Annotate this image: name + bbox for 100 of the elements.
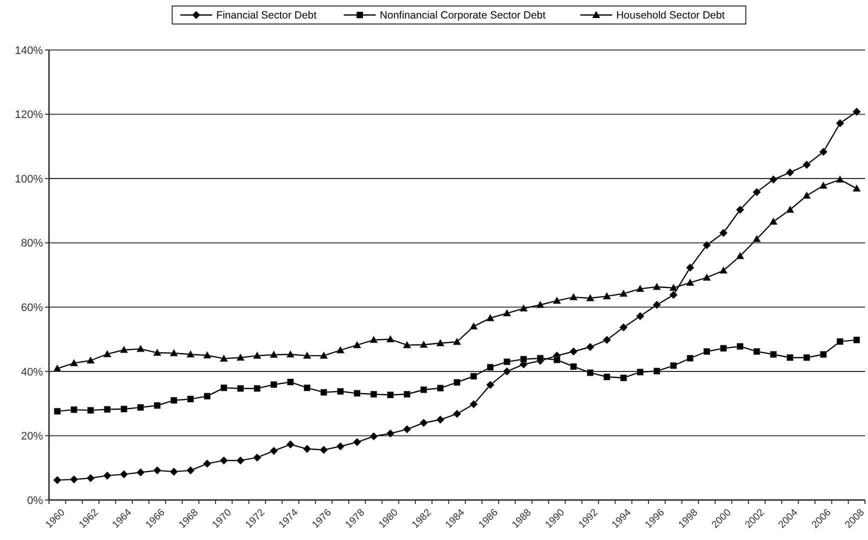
point — [253, 352, 262, 359]
point — [502, 309, 512, 316]
point — [436, 384, 444, 392]
point — [820, 351, 827, 358]
point — [237, 385, 244, 392]
point — [852, 108, 861, 116]
point — [636, 312, 644, 320]
point — [254, 385, 261, 392]
point — [619, 323, 628, 332]
y-tick-label: 0% — [27, 494, 44, 507]
point — [370, 390, 378, 398]
point — [170, 348, 178, 356]
point — [853, 336, 860, 344]
point — [486, 364, 494, 371]
point — [137, 404, 144, 411]
point — [703, 348, 710, 355]
point — [769, 175, 778, 184]
point — [103, 350, 112, 358]
point — [320, 352, 328, 359]
point — [436, 338, 444, 346]
point — [470, 372, 478, 380]
point — [819, 181, 828, 189]
point — [53, 476, 62, 484]
point — [186, 466, 195, 475]
point — [736, 343, 744, 350]
point — [337, 388, 344, 395]
point — [103, 471, 112, 480]
point — [87, 406, 94, 414]
point — [786, 168, 794, 177]
point — [669, 284, 678, 292]
point — [236, 456, 245, 465]
point — [652, 300, 661, 310]
point — [736, 206, 744, 214]
point — [220, 456, 228, 465]
point — [536, 300, 544, 308]
point — [270, 446, 278, 455]
point — [819, 148, 828, 156]
point — [670, 362, 677, 369]
point — [420, 386, 428, 394]
point — [719, 228, 728, 238]
point — [402, 340, 412, 348]
y-tick-label: 40% — [20, 366, 44, 378]
point — [86, 356, 95, 364]
point — [570, 363, 577, 370]
point — [120, 346, 128, 354]
point — [370, 336, 378, 344]
point — [120, 406, 128, 412]
point — [420, 418, 428, 428]
point — [170, 397, 178, 404]
point — [386, 429, 395, 438]
point — [70, 475, 78, 484]
point — [604, 374, 610, 380]
point — [752, 188, 761, 196]
point — [636, 284, 644, 292]
point — [286, 350, 295, 358]
point — [370, 432, 378, 441]
point — [554, 356, 560, 364]
point — [686, 263, 694, 272]
point — [586, 369, 594, 376]
point — [702, 240, 711, 250]
y-tick-label: 140% — [14, 44, 44, 57]
point — [786, 206, 794, 213]
point — [336, 346, 345, 354]
point — [852, 184, 861, 192]
point — [836, 338, 844, 345]
point — [420, 340, 428, 348]
point — [803, 354, 810, 361]
legend-label: Nonfinancial Corporate Sector Debt — [380, 10, 546, 22]
point — [520, 356, 527, 363]
point — [352, 438, 362, 446]
point — [236, 353, 245, 361]
point — [802, 160, 811, 169]
point — [502, 367, 512, 376]
point — [70, 358, 78, 366]
point — [302, 444, 312, 454]
point — [736, 252, 744, 260]
point — [602, 292, 612, 300]
point — [153, 466, 162, 475]
point — [154, 402, 161, 409]
point — [170, 468, 178, 476]
point — [120, 470, 128, 478]
point — [387, 392, 394, 398]
point — [386, 335, 395, 342]
point — [203, 460, 212, 468]
point — [452, 338, 462, 346]
point — [220, 384, 228, 392]
point — [204, 392, 211, 400]
point — [320, 446, 328, 454]
point — [153, 348, 162, 356]
y-tick-label: 120% — [14, 109, 44, 122]
point — [53, 364, 62, 372]
point — [569, 347, 578, 356]
y-tick-label: 100% — [14, 173, 44, 186]
point — [669, 290, 678, 300]
y-tick-label: 80% — [20, 238, 44, 250]
point — [354, 390, 360, 397]
point — [253, 453, 262, 462]
point — [619, 289, 628, 297]
point — [136, 468, 145, 477]
point — [769, 217, 778, 225]
